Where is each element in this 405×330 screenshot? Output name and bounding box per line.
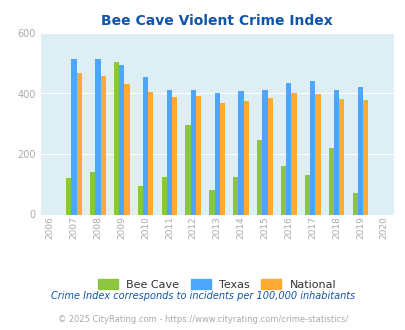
Bar [90,172,95,215]
Bar [267,98,272,214]
Bar [209,190,214,215]
Bar [262,90,267,214]
Bar [143,77,148,214]
Bar [286,83,291,214]
Bar [352,193,357,214]
Bar [113,62,119,215]
Bar [172,96,177,214]
Bar [66,178,71,214]
Bar [304,175,309,214]
Bar [238,91,243,214]
Bar [148,92,153,214]
Bar [328,148,333,214]
Legend: Bee Cave, Texas, National: Bee Cave, Texas, National [93,275,341,294]
Bar [338,99,343,214]
Bar [77,73,82,215]
Bar [232,177,238,214]
Title: Bee Cave Violent Crime Index: Bee Cave Violent Crime Index [101,14,332,28]
Bar [100,76,105,214]
Bar [280,166,286,214]
Bar [243,101,248,214]
Bar [309,82,315,214]
Bar [362,100,367,214]
Bar [161,177,166,214]
Text: © 2025 CityRating.com - https://www.cityrating.com/crime-statistics/: © 2025 CityRating.com - https://www.city… [58,315,347,324]
Bar [190,90,196,214]
Bar [291,93,296,214]
Bar [256,140,262,214]
Text: Crime Index corresponds to incidents per 100,000 inhabitants: Crime Index corresponds to incidents per… [51,291,354,301]
Bar [214,93,219,214]
Bar [95,59,100,214]
Bar [71,59,77,214]
Bar [357,87,362,214]
Bar [119,65,124,214]
Bar [196,96,201,214]
Bar [166,90,172,214]
Bar [185,125,190,214]
Bar [315,94,320,214]
Bar [333,90,338,214]
Bar [219,103,224,214]
Bar [124,84,129,214]
Bar [137,186,143,215]
